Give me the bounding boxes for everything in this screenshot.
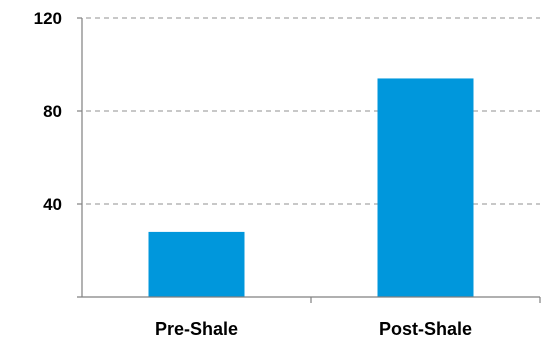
y-tick-label-80: 80 — [43, 102, 62, 121]
y-tick-label-40: 40 — [43, 195, 62, 214]
y-tick-labels: 40 80 120 — [34, 9, 62, 214]
x-category-label-post-shale: Post-Shale — [379, 319, 472, 339]
x-category-labels: Pre-Shale Post-Shale — [155, 319, 472, 339]
bar-pre-shale — [148, 231, 245, 297]
bar-post-shale — [377, 78, 474, 297]
bars — [148, 78, 474, 297]
axes — [77, 17, 541, 303]
x-category-label-pre-shale: Pre-Shale — [155, 319, 238, 339]
y-tick-label-120: 120 — [34, 9, 62, 28]
